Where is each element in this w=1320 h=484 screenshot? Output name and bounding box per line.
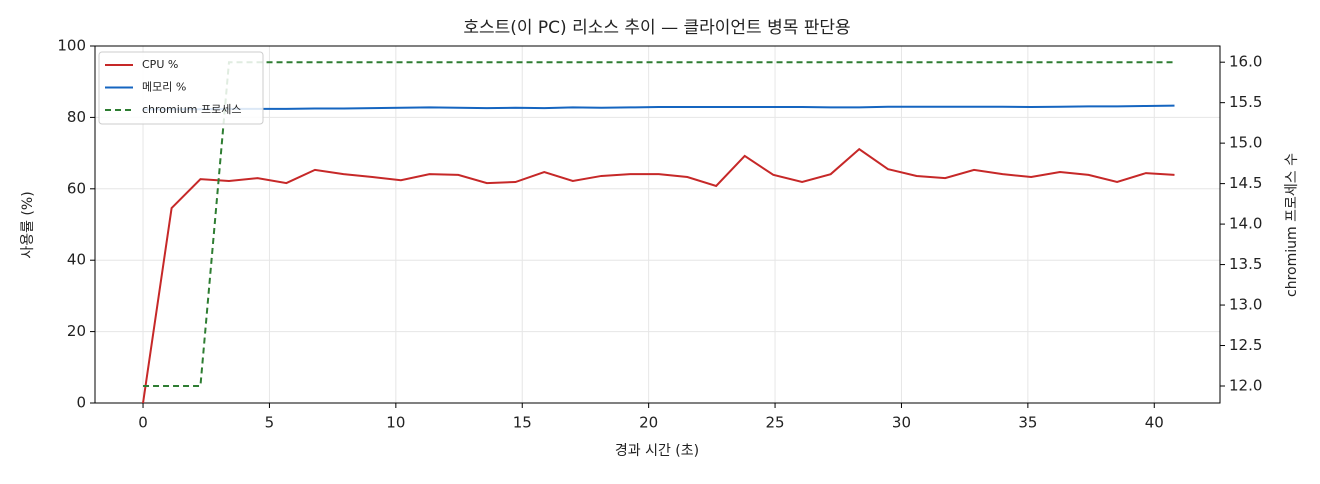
y2-tick-label: 15.0 xyxy=(1229,134,1262,152)
y-tick-label: 40 xyxy=(67,251,86,269)
y2-tick-label: 16.0 xyxy=(1229,53,1262,71)
x-axis-label: 경과 시간 (초) xyxy=(615,443,699,459)
y2-tick-label: 14.5 xyxy=(1229,174,1262,192)
y2-tick-label: 13.0 xyxy=(1229,296,1262,314)
y2-tick-label: 14.0 xyxy=(1229,215,1262,233)
x-tick-label: 10 xyxy=(386,414,405,432)
x-tick-label: 35 xyxy=(1018,414,1037,432)
legend-box xyxy=(98,51,264,125)
legend-label: chromium 프로세스 xyxy=(142,103,241,116)
series-line xyxy=(142,147,1175,404)
y-tick-label: 20 xyxy=(67,322,86,340)
y2-tick-label: 12.0 xyxy=(1229,377,1262,395)
y2-tick-label: 13.5 xyxy=(1229,255,1262,273)
y-tick-label: 80 xyxy=(67,108,86,126)
x-tick-label: 40 xyxy=(1145,414,1164,432)
series-line xyxy=(143,104,1175,111)
x-tick-label: 5 xyxy=(265,414,275,432)
x-tick-label: 25 xyxy=(766,414,785,432)
x-tick-label: 15 xyxy=(513,414,532,432)
y2-tick-label: 15.5 xyxy=(1229,93,1262,111)
x-tick-label: 0 xyxy=(138,414,148,432)
y-tick-label: 60 xyxy=(67,179,86,197)
legend-label: CPU % xyxy=(142,58,178,71)
y-axis-label: 사용률 (%) xyxy=(20,191,36,258)
y2-axis-label: chromium 프로세스 수 xyxy=(1284,153,1300,297)
x-tick-label: 20 xyxy=(639,414,658,432)
chart-title: 호스트(이 PC) 리소스 추이 — 클라이언트 병목 판단용 xyxy=(463,18,850,38)
x-tick-label: 30 xyxy=(892,414,911,432)
y-tick-label: 100 xyxy=(57,37,86,55)
plot-frame xyxy=(94,45,1221,404)
series-line xyxy=(143,61,1175,387)
y-tick-label: 0 xyxy=(76,394,86,412)
y2-tick-label: 12.5 xyxy=(1229,336,1262,354)
legend-label: 메모리 % xyxy=(142,81,186,94)
